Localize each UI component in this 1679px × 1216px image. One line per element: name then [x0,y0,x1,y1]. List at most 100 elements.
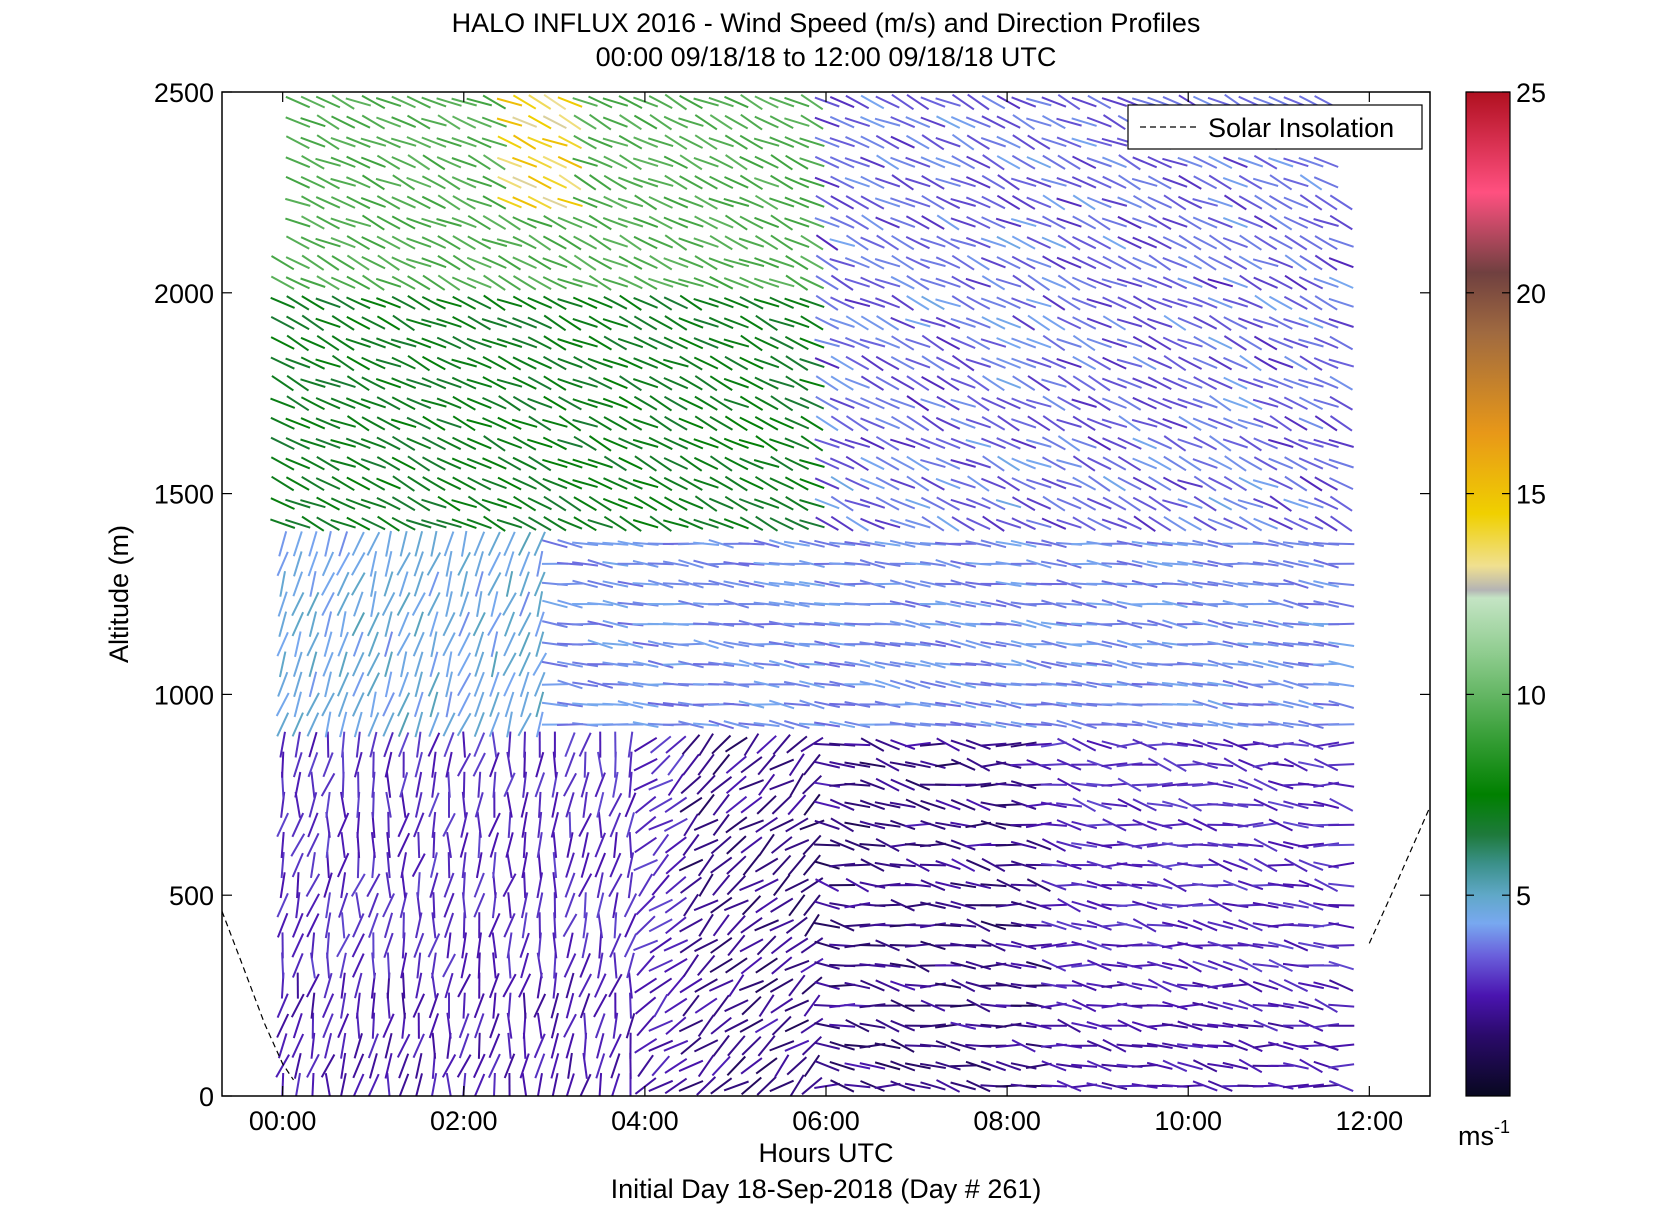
wind-vector [1116,903,1143,908]
wind-vector [980,681,1007,688]
wind-vector [1072,455,1096,472]
wind-vector [396,632,411,657]
wind-vector [361,174,385,191]
wind-vector [291,852,304,878]
wind-vector [1147,297,1173,309]
wind-vector [1132,277,1158,289]
wind-vector [785,274,809,291]
wind-vector [497,416,522,430]
wind-vector [1010,962,1037,969]
wind-vector [483,435,506,452]
wind-vector [784,335,809,351]
wind-vector [784,176,810,189]
wind-vector [859,680,886,689]
wind-vector [1131,540,1158,547]
wind-vector [346,235,371,251]
wind-vector [446,831,452,859]
wind-vector [1072,236,1097,250]
wind-vector [633,395,658,411]
wind-vector [1011,457,1036,470]
wind-vector [724,95,749,109]
wind-vector [874,903,901,907]
wind-vector [738,438,765,448]
wind-vector [1101,599,1128,609]
wind-vector [557,277,583,288]
wind-vector [1146,901,1173,910]
wind-vector [890,135,915,149]
wind-vector [1040,863,1067,868]
wind-vector [662,702,689,707]
wind-vector [1177,338,1203,348]
wind-vector [445,651,453,678]
wind-vector [769,296,795,310]
wind-vector [875,939,900,952]
wind-vector [860,135,885,149]
wind-vector [285,518,311,529]
wind-vector [280,831,285,859]
wind-vector [678,237,704,248]
wind-vector [1209,394,1232,412]
wind-vector [1207,841,1234,849]
wind-vector [346,254,370,271]
wind-vector [445,671,453,698]
wind-vector [755,435,778,452]
wind-vector [1207,296,1233,309]
wind-vector [1086,157,1112,168]
wind-vector [346,456,371,471]
wind-vector [497,497,522,510]
wind-vector [996,135,1021,149]
wind-vector [771,956,793,975]
wind-vector [648,918,673,933]
wind-vector [996,115,1021,129]
wind-vector [1163,435,1187,452]
wind-vector [594,772,606,798]
wind-vector [905,778,931,791]
wind-vector [708,979,734,992]
wind-vector [815,234,839,251]
wind-vector [1071,702,1098,707]
wind-vector [1117,798,1142,812]
wind-vector [1177,560,1204,567]
wind-vector [1269,495,1292,512]
wind-vector [436,336,462,350]
wind-vector [1147,376,1172,390]
wind-vector [1237,1023,1264,1028]
wind-vector [905,337,931,349]
wind-vector [1223,156,1248,169]
wind-vector [784,397,810,410]
wind-vector [965,358,992,368]
wind-vector [889,620,916,628]
wind-vector [1193,175,1218,190]
wind-vector [694,938,719,953]
wind-vector [711,734,732,755]
wind-vector [1071,680,1098,689]
wind-vector [498,214,521,231]
wind-vector [814,900,840,910]
wind-vector [587,196,613,208]
wind-vector [769,779,795,791]
wind-vector [1177,398,1203,409]
wind-vector [860,175,885,189]
wind-vector [936,515,960,532]
wind-vector [535,631,545,657]
wind-vector [830,415,854,432]
wind-vector [492,852,497,879]
wind-vector [512,376,537,390]
wind-vector [890,1038,915,1053]
wind-vector [1162,177,1188,188]
wind-vector [1041,517,1067,530]
wind-vector [483,274,506,291]
wind-vector [740,113,763,131]
wind-vector [845,94,870,110]
wind-vector [647,659,674,669]
y-tick-label: 500 [169,881,214,911]
wind-vector [1298,719,1324,730]
wind-vector [1237,562,1264,566]
wind-vector [414,791,423,818]
wind-vector [710,1016,732,1035]
wind-vector [784,959,810,972]
wind-vector [346,415,370,432]
wind-vector [635,895,656,916]
wind-vector [489,752,500,778]
y-tick-label: 2000 [154,279,214,309]
